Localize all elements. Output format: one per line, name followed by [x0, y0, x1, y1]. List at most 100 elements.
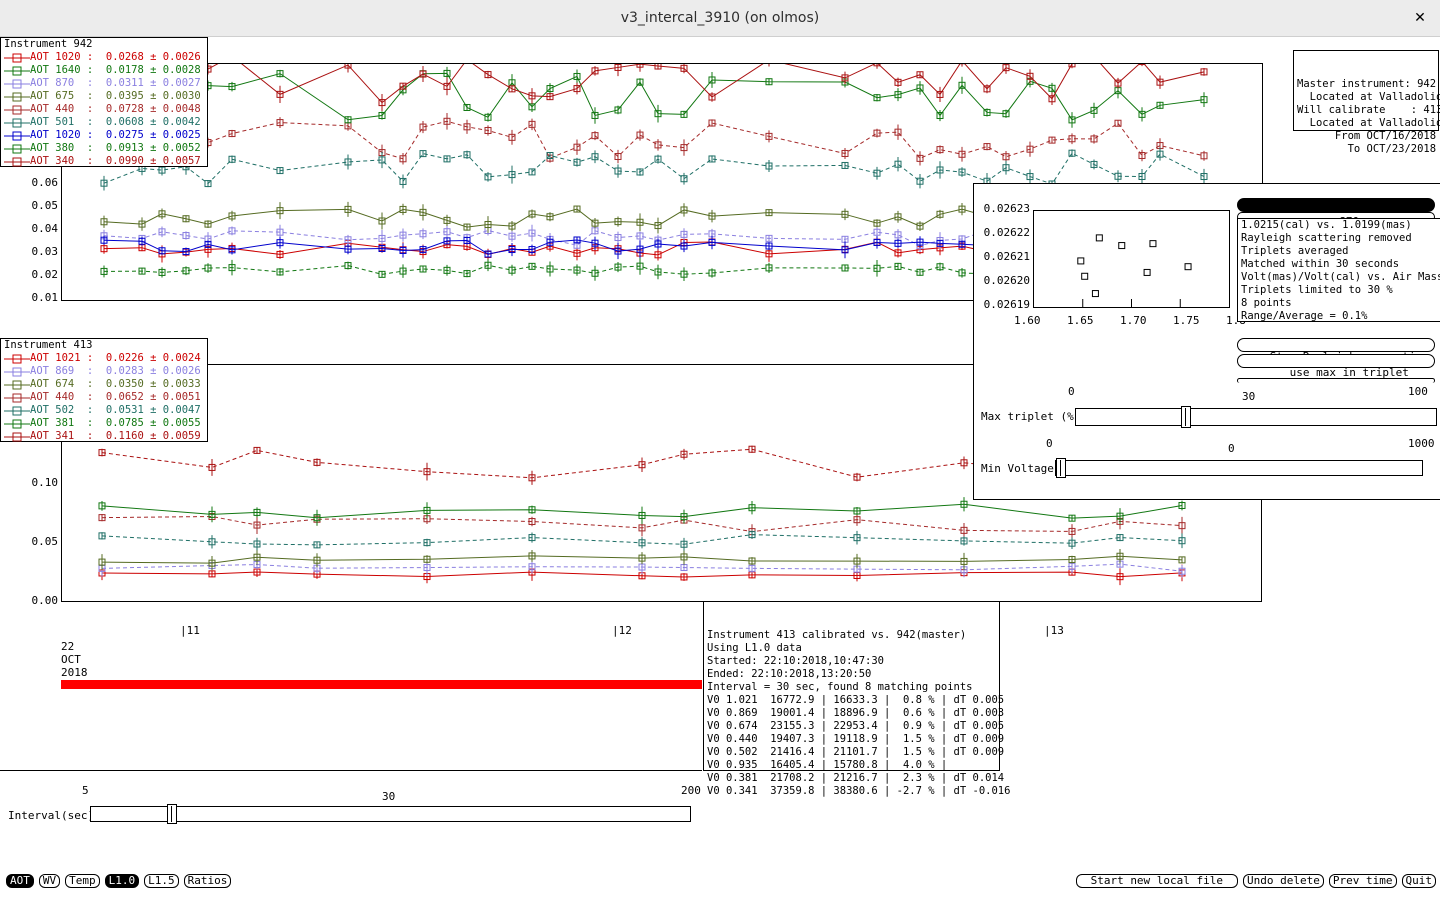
series-point	[654, 240, 662, 248]
legend-row: AOT 870 : 0.0311 ± 0.0027	[4, 77, 204, 90]
use-max-triplet-button[interactable]: use max in triplet	[1237, 354, 1435, 379]
series-point	[228, 212, 236, 220]
max-triplet-min: 0	[1068, 385, 1075, 398]
series-point	[1138, 152, 1146, 160]
series-point	[1114, 119, 1122, 127]
time-range-bar[interactable]	[61, 680, 702, 689]
series-point	[546, 238, 554, 246]
series-point	[1048, 95, 1056, 103]
series-point	[378, 111, 386, 119]
toolbar-button-start-new-local-file[interactable]: Start new local file	[1075, 874, 1239, 888]
series-point	[528, 506, 536, 514]
time-tick: |12	[612, 624, 632, 637]
series-line	[103, 64, 1205, 104]
master-info-line: To OCT/23/2018	[1297, 143, 1437, 155]
series-point	[916, 154, 924, 162]
scatter-plot[interactable]	[1033, 210, 1230, 308]
series-point	[936, 112, 944, 120]
interval-min: 5	[82, 784, 89, 797]
toolbar-button-wv[interactable]: WV	[38, 874, 61, 888]
max-triplet-knob[interactable]	[1181, 406, 1191, 428]
interval-slider[interactable]	[90, 804, 691, 824]
series-point	[958, 168, 966, 176]
ytick-label: 0.00	[31, 594, 59, 607]
toolbar-button-prev-time[interactable]: Prev time	[1328, 874, 1397, 888]
series-point	[399, 267, 407, 275]
series-point	[573, 158, 581, 166]
min-voltage-slider[interactable]	[1055, 458, 1423, 478]
series-point	[1090, 135, 1098, 143]
series-point	[423, 506, 431, 514]
series-point	[680, 110, 688, 118]
series-point	[748, 445, 756, 453]
legend-marker-icon	[4, 144, 30, 153]
series-point	[748, 504, 756, 512]
summary-line: V0 0.502 21416.4 | 21101.7 | 1.5 % | dT …	[707, 746, 1005, 758]
series-point	[853, 473, 861, 481]
scatter-info-line: Triplets averaged	[1241, 245, 1349, 257]
series-point	[680, 175, 688, 183]
series-point	[841, 210, 849, 218]
series-point	[894, 160, 902, 168]
series-point	[708, 238, 716, 246]
series-point	[1178, 502, 1186, 510]
series-point	[573, 72, 581, 80]
ytick-label: 0.05	[31, 535, 59, 548]
series-point	[378, 217, 386, 225]
time-tick-mark: |	[1044, 624, 1051, 637]
toolbar-button-l15[interactable]: L1.5	[144, 874, 179, 888]
series-point	[614, 106, 622, 114]
series-point	[228, 83, 236, 91]
series-point	[1200, 173, 1208, 181]
series-line	[101, 534, 1183, 546]
series-point	[591, 153, 599, 161]
series-point	[528, 103, 536, 111]
time-tick-label: 12	[618, 624, 632, 637]
series-point	[1090, 160, 1098, 168]
legend-gap	[93, 391, 106, 403]
series-point	[765, 242, 773, 250]
toolbar-button-aot[interactable]: AOT	[6, 874, 34, 888]
toolbar-button-undo-delete[interactable]: Undo delete	[1243, 874, 1324, 888]
series-point	[936, 90, 944, 98]
scatter-point	[1091, 290, 1099, 298]
legend-gap	[93, 155, 106, 167]
series-point	[253, 446, 261, 454]
series-point	[1068, 149, 1076, 157]
series-point	[708, 155, 716, 163]
max-triplet-slider[interactable]	[1075, 406, 1437, 428]
series-point	[916, 177, 924, 185]
legend-row: AOT 675 : 0.0395 ± 0.0030	[4, 90, 204, 103]
series-point	[546, 265, 554, 273]
series-point	[228, 130, 236, 138]
toolbar-right: Start new local file Undo delete Prev time…	[1075, 874, 1436, 888]
legend-label: AOT 1020 :	[30, 129, 94, 141]
toolbar-button-quit[interactable]: Quit	[1401, 874, 1436, 888]
summary-line: Using L1.0 data	[707, 642, 802, 654]
series-point	[680, 513, 688, 521]
min-voltage-knob[interactable]	[1056, 458, 1066, 478]
series-point	[1116, 573, 1124, 581]
series-point	[1026, 145, 1034, 153]
series-point	[546, 151, 554, 159]
wavelength-select-1020[interactable]: 1020	[1237, 198, 1435, 223]
summary-line: V0 0.381 21708.2 | 21216.7 | 2.3 % | dT …	[707, 772, 1005, 784]
series-point	[1156, 101, 1164, 109]
bottom-divider	[0, 770, 702, 771]
series-point	[419, 265, 427, 273]
hidden-option-button[interactable]	[1237, 378, 1435, 383]
series-point	[399, 246, 407, 254]
toolbar-button-l10[interactable]: L1.0	[104, 874, 140, 888]
legend-row: AOT 1021 : 0.0226 ± 0.0024	[4, 352, 204, 365]
legend-value: 0.0728 ± 0.0048	[105, 103, 201, 115]
toolbar-button-temp[interactable]: Temp	[65, 874, 100, 888]
interval-knob[interactable]	[167, 804, 177, 824]
time-axis: |11 |12 |13	[0, 624, 1440, 640]
legend-label: AOT 675 :	[30, 90, 94, 102]
close-icon[interactable]: ✕	[1414, 10, 1426, 26]
time-tick-label: 11	[186, 624, 200, 637]
stop-rayleigh-button[interactable]: Stop Rayleigh correction	[1237, 338, 1435, 363]
series-point	[423, 468, 431, 476]
series-point	[463, 223, 471, 231]
toolbar-button-ratios[interactable]: Ratios	[183, 874, 232, 888]
